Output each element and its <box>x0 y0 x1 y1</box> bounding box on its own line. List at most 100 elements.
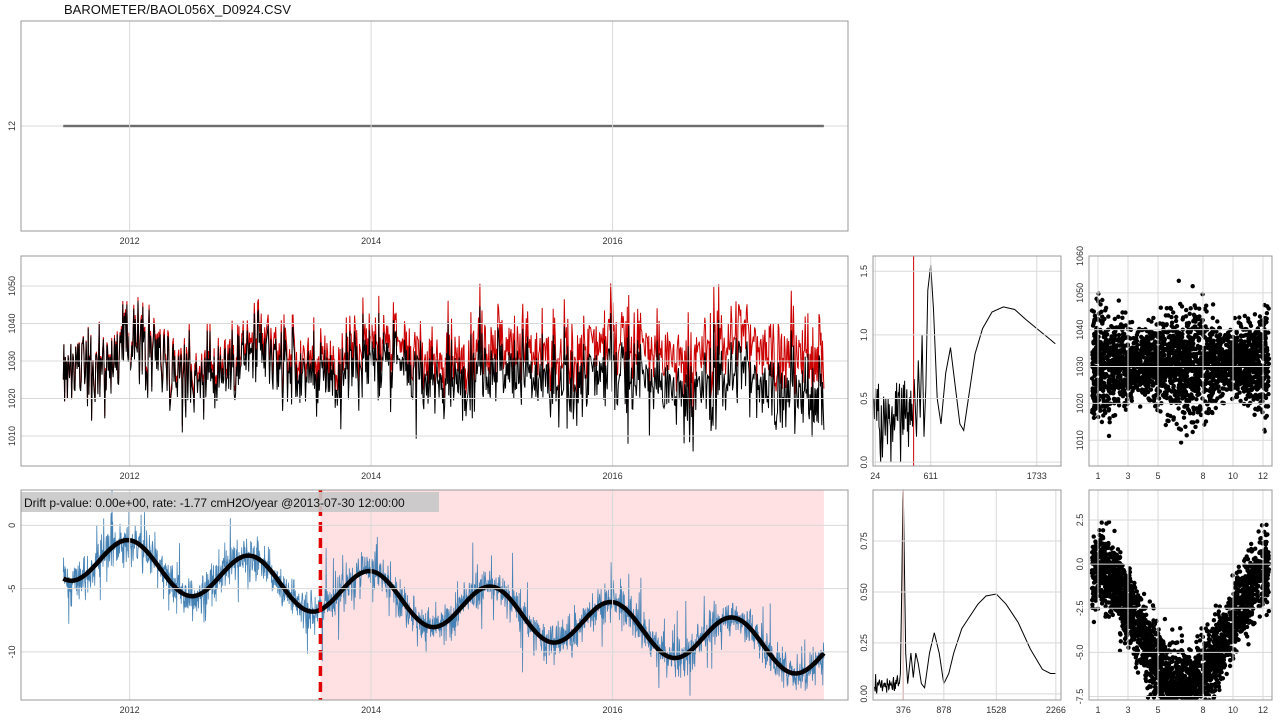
scatter-point <box>1263 532 1269 538</box>
x-tick-label: 2014 <box>361 705 381 715</box>
scatter-point <box>1257 394 1263 400</box>
scatter-point <box>1112 381 1117 387</box>
scatter-point <box>1146 663 1151 669</box>
scatter-point <box>1101 398 1107 403</box>
scatter-point <box>1106 389 1112 394</box>
scatter-point <box>1140 343 1145 349</box>
scatter-point <box>1187 311 1192 316</box>
scatter-point <box>1187 335 1192 340</box>
scatter-point <box>1265 348 1270 353</box>
scatter-point <box>1103 334 1108 340</box>
scatter-point <box>1234 392 1240 397</box>
scatter-point <box>1100 388 1106 393</box>
y-tick-label: 0.50 <box>859 583 869 601</box>
plot-background <box>873 256 1061 466</box>
scatter-point <box>1193 709 1197 713</box>
scatter-point <box>1246 642 1251 647</box>
scatter-point <box>1178 626 1183 631</box>
scatter-point <box>1190 713 1194 717</box>
scatter-point <box>1109 610 1114 615</box>
scatter-point <box>1119 343 1125 348</box>
scatter-point <box>1212 612 1218 617</box>
scatter-point <box>1098 330 1104 335</box>
scatter-point <box>1137 658 1142 663</box>
scatter-point <box>1091 381 1097 387</box>
scatter-point <box>1252 412 1257 417</box>
scatter-point <box>1172 389 1178 394</box>
scatter-point <box>1108 345 1113 350</box>
scatter-point <box>1136 359 1141 364</box>
scatter-point <box>1167 643 1172 648</box>
scatter-point <box>1141 591 1147 597</box>
scatter-point <box>1169 715 1173 719</box>
scatter-point <box>1110 357 1115 363</box>
scatter-point <box>1096 368 1101 373</box>
scatter-point <box>1159 662 1165 667</box>
scatter-point <box>1132 356 1137 361</box>
scatter-point <box>1226 652 1231 657</box>
scatter-point <box>1244 608 1250 613</box>
scatter-point <box>1246 371 1251 376</box>
scatter-point <box>1214 333 1219 339</box>
scatter-point <box>1188 665 1193 670</box>
y-tick-label: 1010 <box>7 426 17 446</box>
scatter-point <box>1110 545 1115 550</box>
scatter-point <box>1242 558 1247 563</box>
scatter-point <box>1134 384 1140 390</box>
scatter-point <box>1194 711 1198 715</box>
scatter-point <box>1239 619 1244 624</box>
plot-frame <box>20 255 849 467</box>
scatter-point <box>1190 368 1195 374</box>
scatter-point <box>1099 601 1105 606</box>
scatter-point <box>1180 702 1184 706</box>
scatter-point <box>1205 375 1211 381</box>
scatter-point <box>1183 377 1189 382</box>
scatter-point <box>1209 710 1213 714</box>
scatter-point <box>1252 312 1258 317</box>
scatter-point <box>1158 305 1164 310</box>
scatter-point <box>1134 332 1140 338</box>
scatter-point <box>1203 666 1209 671</box>
scatter-point <box>1188 395 1193 400</box>
scatter-point <box>1160 333 1165 339</box>
scatter-point <box>1196 707 1200 711</box>
scatter-point <box>1091 408 1097 413</box>
plot-frame <box>1088 255 1273 467</box>
scatter-point <box>1175 335 1180 341</box>
scatter-point <box>1235 386 1240 392</box>
scatter-point <box>1116 403 1122 408</box>
scatter-point <box>1118 352 1123 357</box>
scatter-point <box>1195 410 1201 415</box>
scatter-point <box>1178 377 1183 382</box>
scatter-point <box>1188 306 1193 311</box>
scatter-point <box>1195 389 1201 395</box>
plot-frame <box>20 20 849 232</box>
x-tick-label: 3 <box>1125 471 1130 481</box>
x-tick-label: 1733 <box>1027 471 1047 481</box>
scatter-point <box>1123 383 1128 388</box>
scatter-point <box>1204 341 1210 347</box>
scatter-point <box>1191 411 1196 416</box>
scatter-point <box>1126 380 1131 385</box>
scatter-point <box>1176 701 1180 705</box>
scatter-point <box>1224 671 1229 677</box>
scatter-point <box>1239 628 1244 634</box>
scatter-point <box>1213 603 1219 608</box>
scatter-point <box>1182 410 1187 415</box>
scatter-point <box>1117 390 1123 395</box>
scatter-point <box>1148 684 1154 689</box>
scatter-point <box>1120 339 1125 344</box>
scatter-point <box>1264 586 1269 591</box>
scatter-point <box>1098 302 1103 307</box>
scatter-point <box>1163 660 1169 666</box>
scatter-point <box>1140 653 1145 658</box>
scatter-point <box>1100 367 1105 372</box>
scatter-point <box>1240 340 1246 345</box>
scatter-point <box>1179 633 1185 638</box>
scatter-point <box>1161 639 1166 644</box>
scatter-point <box>1116 314 1121 319</box>
scatter-point <box>1090 350 1095 355</box>
scatter-point <box>1114 347 1119 353</box>
scatter-point <box>1118 586 1124 591</box>
scatter-point <box>1091 619 1097 625</box>
